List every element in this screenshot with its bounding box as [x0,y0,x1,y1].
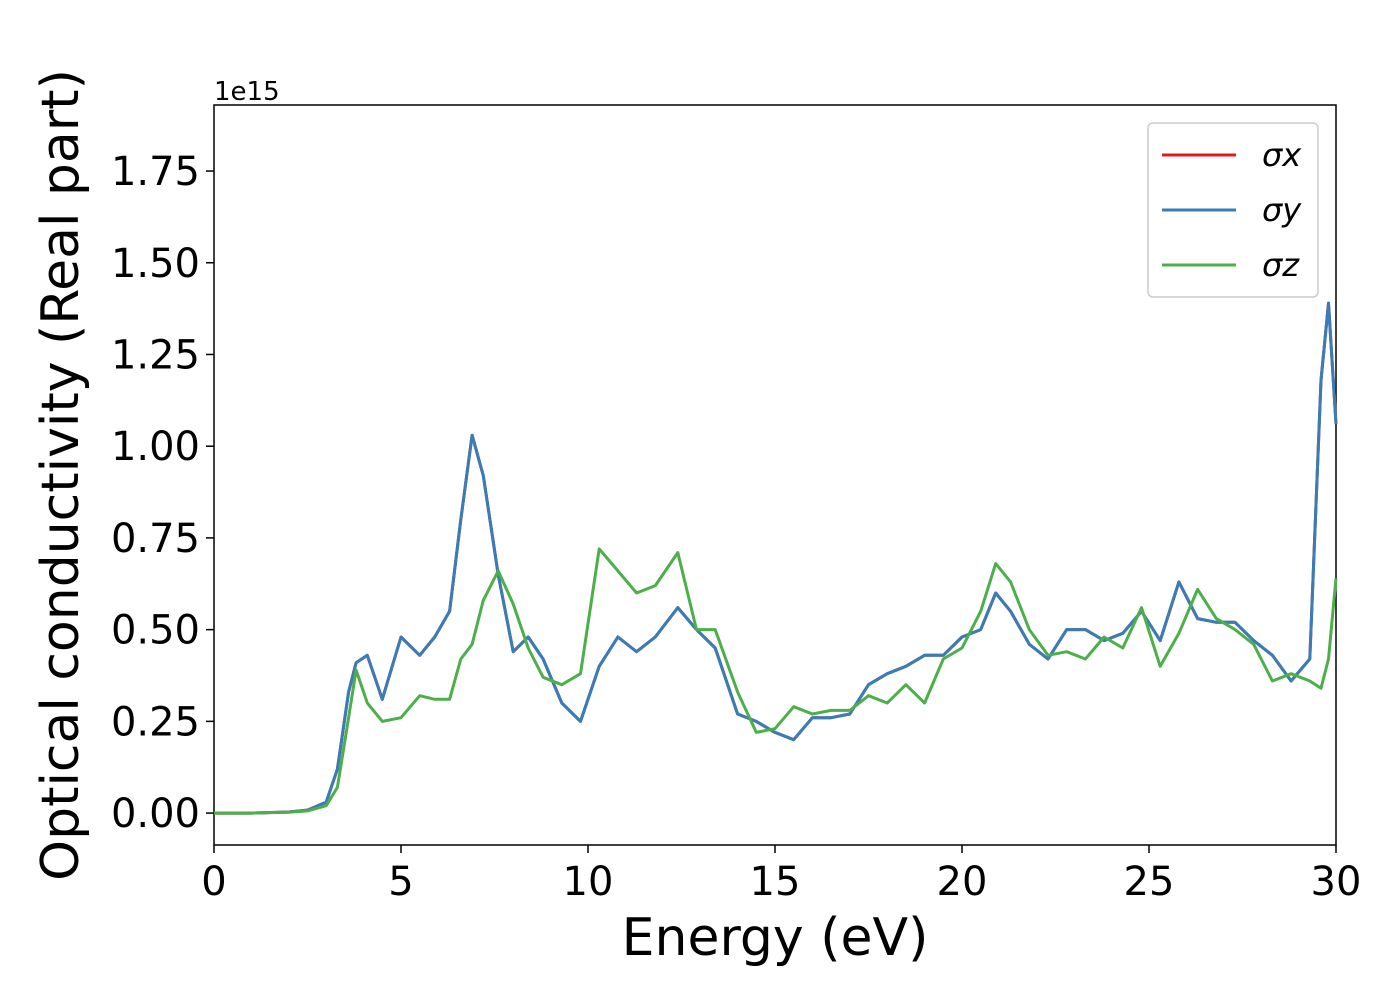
line-series [214,301,1338,815]
x-tick-label: 20 [937,859,988,905]
line-series [214,301,1338,815]
y-tick-label: 1.50 [111,241,200,287]
y-tick-label: 0.50 [111,608,200,654]
legend-label: σz [1262,246,1300,284]
line-series [214,547,1338,815]
y-tick-label: 0.75 [111,516,200,562]
y-tick-label: 0.00 [111,791,200,837]
legend-label: σx [1262,136,1302,174]
x-tick-label: 30 [1311,859,1362,905]
y-axis-label: Optical conductivity (Real part) [31,69,91,881]
y-tick-label: 0.25 [111,699,200,745]
legend-label: σy [1262,191,1302,229]
x-tick-label: 0 [201,859,226,905]
offset-text: 1e15 [214,77,280,107]
y-tick-label: 1.00 [111,424,200,470]
y-tick-label: 1.25 [111,332,200,378]
x-tick-label: 5 [388,859,413,905]
x-tick-label: 15 [750,859,801,905]
y-tick-label: 1.75 [111,149,200,195]
x-tick-label: 10 [563,859,614,905]
x-axis-label: Energy (eV) [622,908,929,968]
x-tick-label: 25 [1124,859,1175,905]
